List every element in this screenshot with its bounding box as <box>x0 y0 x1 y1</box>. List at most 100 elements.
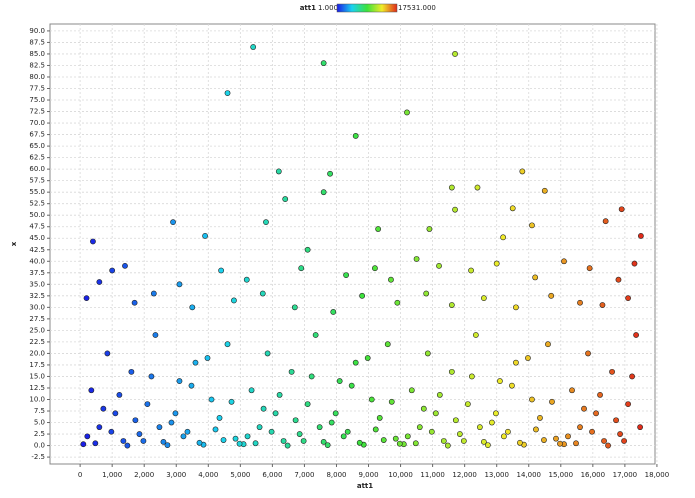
point <box>263 219 269 226</box>
point <box>384 341 391 348</box>
point <box>372 265 378 272</box>
point <box>164 442 171 449</box>
point <box>376 415 383 421</box>
y-tick-label: 45.0 <box>29 234 45 242</box>
point <box>232 435 239 442</box>
point <box>208 396 215 403</box>
point <box>364 355 371 361</box>
point <box>633 332 639 338</box>
point <box>344 428 351 435</box>
x-tick-label: 18,000 <box>645 471 670 479</box>
point <box>348 382 355 389</box>
point <box>452 51 458 57</box>
point <box>519 168 526 175</box>
point <box>601 438 607 444</box>
point <box>170 219 176 226</box>
point <box>100 405 107 412</box>
y-tick-label: 17.5 <box>29 361 45 369</box>
point <box>272 410 279 417</box>
point <box>184 428 191 435</box>
point <box>617 431 623 437</box>
point <box>428 428 435 435</box>
point <box>320 438 327 445</box>
y-tick-label: 77.5 <box>29 85 45 93</box>
x-tick-label: 11,000 <box>420 471 445 479</box>
point <box>244 433 251 440</box>
y-tick-label: 57.5 <box>29 177 45 185</box>
point <box>320 60 327 67</box>
point <box>488 419 495 426</box>
y-tick-label: 60.0 <box>29 165 45 173</box>
color-bar <box>336 3 398 13</box>
point <box>340 433 347 440</box>
y-tick-label: 67.5 <box>29 131 45 139</box>
color-title: att1 <box>300 4 316 12</box>
point <box>320 189 327 196</box>
y-tick-label: 20.0 <box>29 349 45 357</box>
point <box>204 355 211 361</box>
y-tick-label: 90.0 <box>29 27 45 35</box>
point <box>375 226 382 232</box>
point <box>444 442 451 449</box>
y-tick-label: 32.5 <box>29 292 45 300</box>
y-tick-label: 5.0 <box>34 419 45 427</box>
point <box>448 302 455 308</box>
point <box>474 184 481 191</box>
point <box>605 442 611 449</box>
x-tick-label: 17,000 <box>613 471 638 479</box>
point <box>413 256 420 262</box>
x-tick-label: 4,000 <box>198 471 218 479</box>
point <box>84 433 91 440</box>
point <box>192 359 199 366</box>
point <box>480 295 487 302</box>
y-tick-label: 72.5 <box>29 108 45 116</box>
point <box>292 417 299 424</box>
point <box>613 417 619 424</box>
point <box>220 437 227 443</box>
y-tick-label: 82.5 <box>29 61 45 69</box>
x-tick-label: 2,000 <box>134 471 154 479</box>
y-tick-label: 15.0 <box>29 372 45 380</box>
point <box>388 276 394 283</box>
point <box>304 246 311 253</box>
point <box>548 292 555 299</box>
y-tick-label: 47.5 <box>29 223 45 231</box>
point <box>259 290 266 297</box>
point <box>280 438 287 444</box>
point <box>549 398 555 405</box>
point <box>492 410 499 417</box>
point <box>396 440 403 447</box>
point <box>420 405 427 412</box>
point <box>468 373 475 380</box>
point <box>553 435 559 442</box>
x-tick-label: 1,000 <box>102 471 122 479</box>
point <box>128 368 135 375</box>
point <box>480 438 487 445</box>
point <box>196 439 203 446</box>
x-tick-label: 15,000 <box>549 471 574 479</box>
point <box>532 274 539 281</box>
point <box>517 439 523 446</box>
point <box>120 438 127 444</box>
point <box>436 262 442 269</box>
point <box>468 267 474 274</box>
y-tick-label: 10.0 <box>29 395 45 403</box>
point <box>352 133 359 139</box>
y-tick-label: 42.5 <box>29 246 45 254</box>
point <box>264 350 271 357</box>
point <box>256 424 263 431</box>
y-tick-label: 0.0 <box>34 442 45 450</box>
point <box>625 295 631 302</box>
point <box>352 359 359 366</box>
x-tick-label: 12,000 <box>452 471 477 479</box>
y-tick-label: 87.5 <box>29 38 45 46</box>
point <box>581 405 587 412</box>
point <box>533 426 539 433</box>
point <box>501 433 507 440</box>
x-tick-label: 5,000 <box>230 471 250 479</box>
point <box>426 226 433 232</box>
point <box>388 398 395 405</box>
point <box>243 276 250 283</box>
point <box>108 428 115 435</box>
point <box>392 435 399 442</box>
